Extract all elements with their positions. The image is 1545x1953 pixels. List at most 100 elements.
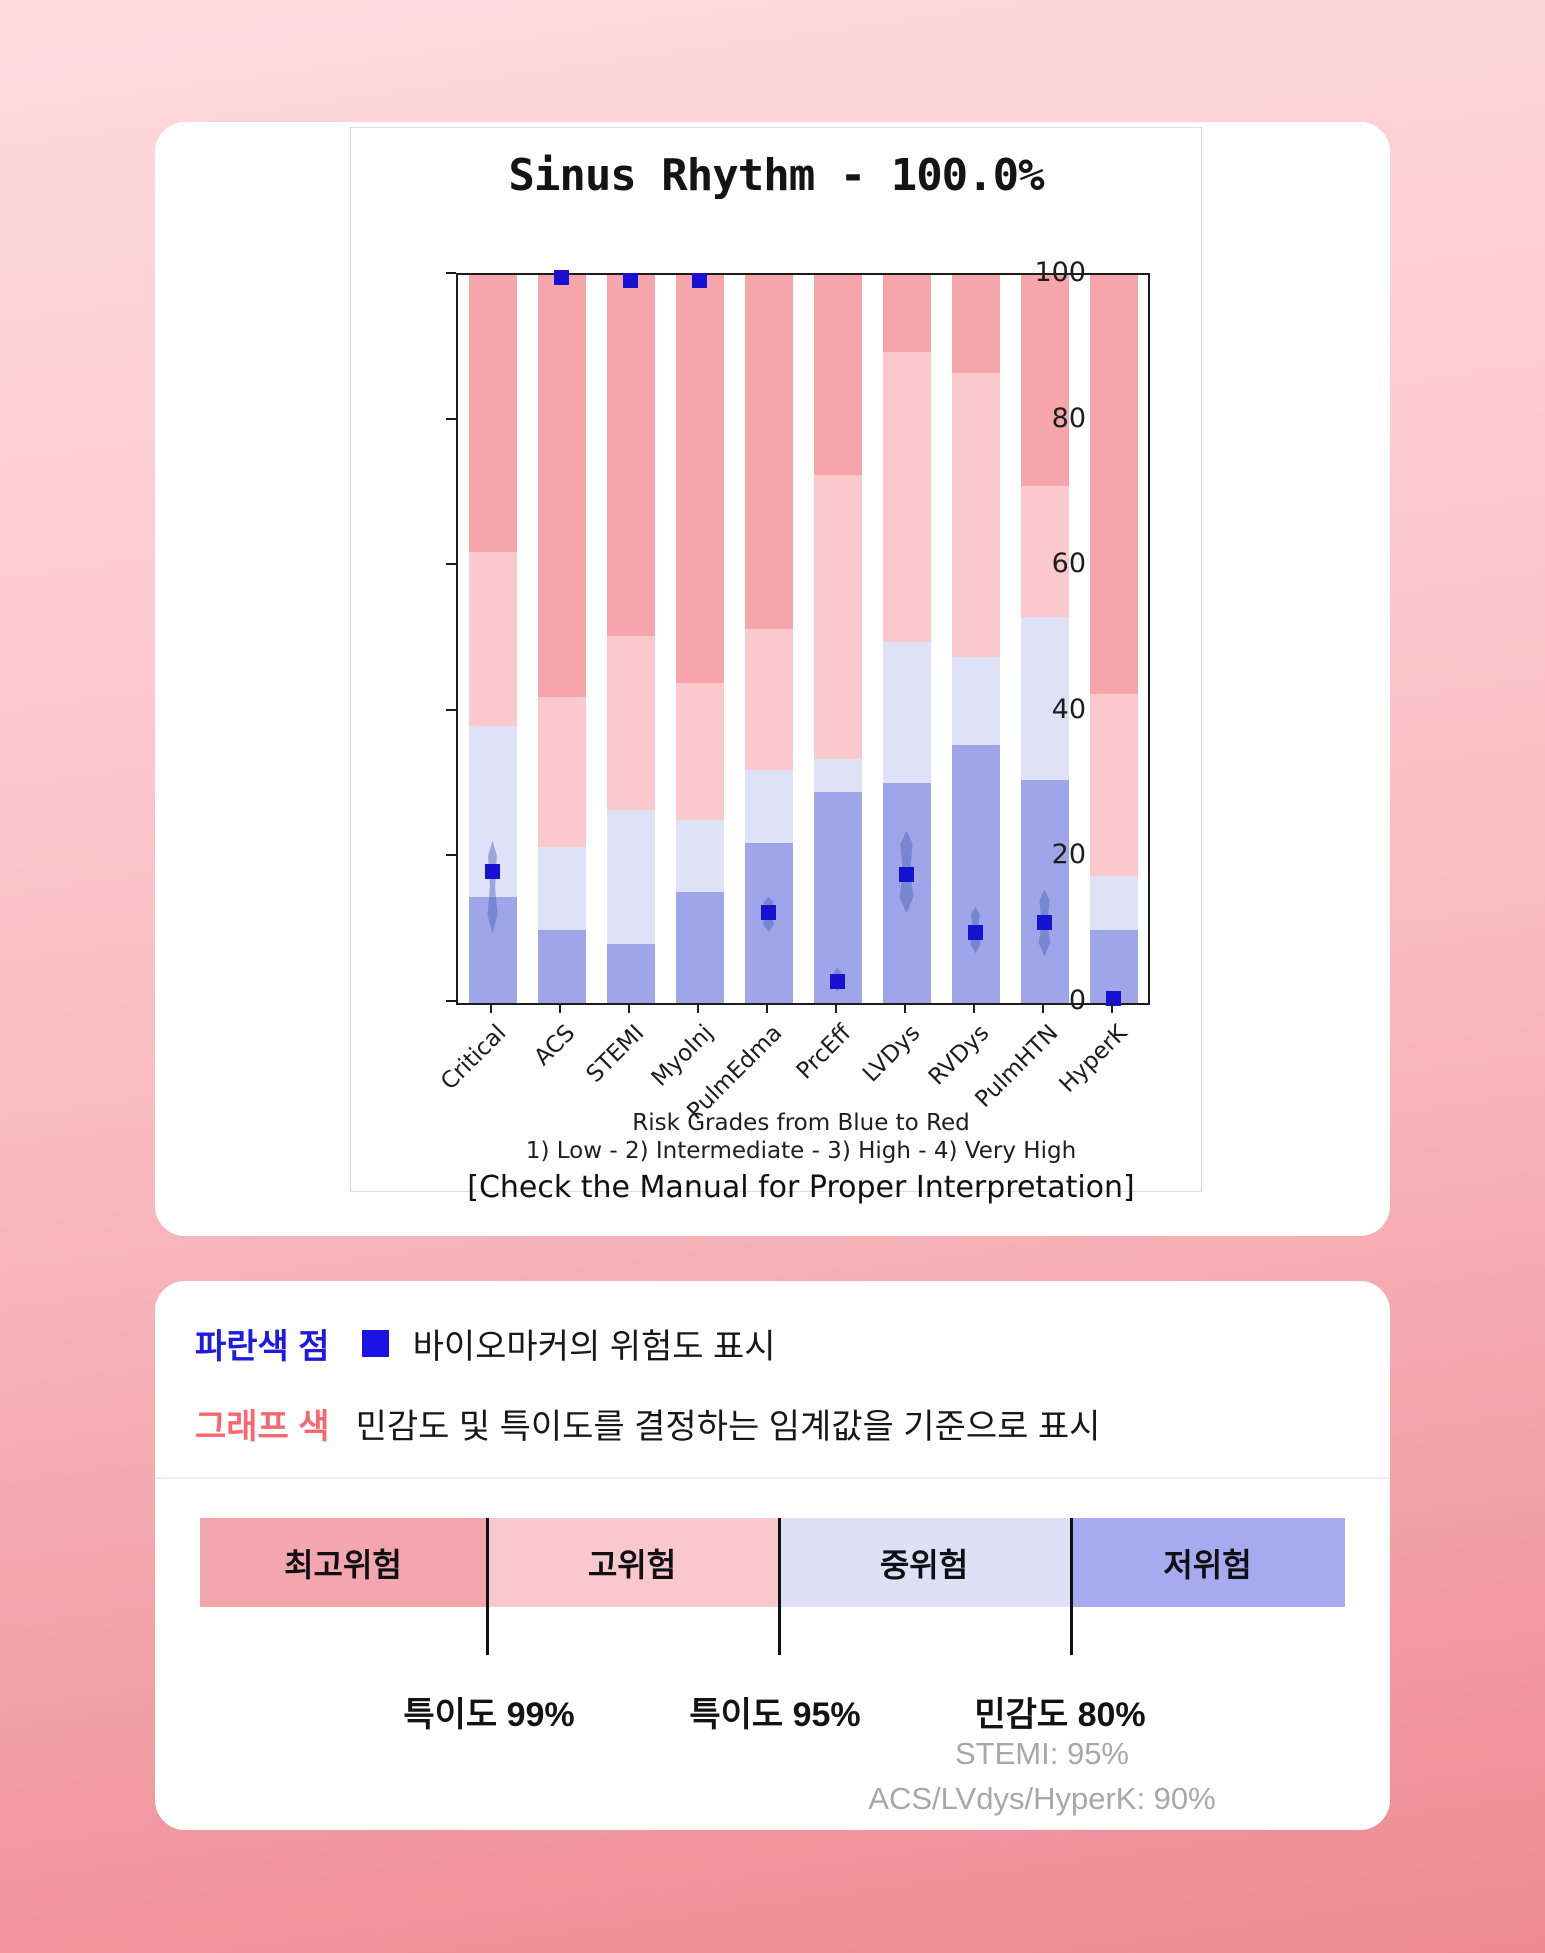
bar-segment — [813, 275, 862, 476]
risk-marker — [899, 867, 914, 883]
bar-segment — [537, 275, 586, 698]
risk-band-1: 최고위험 — [200, 1518, 486, 1607]
bar-group-hyperk — [1089, 275, 1138, 1007]
risk-marker — [1037, 915, 1052, 931]
graph-color-label: 그래프 색 — [195, 1407, 330, 1446]
bar-segment — [951, 275, 1000, 374]
bar-segment — [468, 551, 517, 727]
x-axis-tick-mark — [696, 1003, 699, 1013]
bar-group-pulmhtn — [1020, 275, 1069, 1003]
y-axis-tick-mark — [446, 708, 456, 711]
y-axis-tick-mark — [446, 854, 456, 857]
x-axis-tick-mark — [834, 1003, 837, 1013]
bar-segment — [744, 842, 793, 1003]
bar-segment — [813, 791, 862, 1003]
sensitivity-note: ACS/LVdys/HyperK: 90% — [868, 1781, 1216, 1816]
bar-group-lvdys — [882, 275, 931, 1003]
legend-card: 파란색 점 바이오마커의 위험도 표시 그래프 색 민감도 및 특이도를 결정하… — [155, 1281, 1390, 1830]
y-axis-tick-label: 0 — [1068, 985, 1086, 1016]
y-axis-tick-mark — [446, 272, 456, 274]
bar-segment — [537, 930, 586, 1003]
bar-segment — [606, 636, 655, 811]
legend-row-graph-color: 그래프 색 민감도 및 특이도를 결정하는 임계값을 기준으로 표시 — [195, 1401, 1101, 1446]
bar-segment — [537, 847, 586, 931]
plot-area — [456, 270, 1150, 1007]
chart-figure: Sinus Rhythm - 100.0% Risk Grades from B… — [350, 127, 1202, 1205]
risk-band-3: 중위험 — [778, 1518, 1070, 1607]
y-axis-tick-mark — [446, 1000, 456, 1002]
caption-manual-note: [Check the Manual for Proper Interpretat… — [467, 1170, 1135, 1205]
blue-square-icon — [361, 1329, 389, 1357]
risk-band-2: 고위험 — [486, 1518, 778, 1607]
bar-segment — [744, 628, 793, 771]
violin-overlay — [487, 840, 498, 934]
risk-marker — [554, 270, 569, 286]
threshold-divider — [486, 1518, 489, 1655]
bar-segment — [468, 896, 517, 1003]
bar-segment — [606, 810, 655, 945]
x-axis-tick-mark — [903, 1003, 906, 1013]
y-axis-tick-label: 60 — [1051, 548, 1086, 580]
bar-segment — [882, 352, 931, 642]
bar-segment — [1020, 779, 1069, 1003]
legend-color-bar: 최고위험 고위험 중위험 저위험 — [200, 1518, 1345, 1607]
threshold-divider — [1070, 1518, 1073, 1655]
legend-row-blue-dot: 파란색 점 바이오마커의 위험도 표시 — [195, 1321, 776, 1366]
y-axis-tick-label: 40 — [1051, 693, 1086, 725]
blue-dot-label: 파란색 점 — [195, 1327, 330, 1366]
bar-segment — [882, 275, 931, 353]
bar-segment — [1020, 275, 1069, 487]
bar-segment — [951, 373, 1000, 658]
bar-segment — [744, 275, 793, 629]
bar-group-prceff — [813, 275, 862, 1003]
risk-marker — [761, 905, 776, 921]
risk-marker — [485, 864, 500, 880]
bar-segment — [1089, 693, 1138, 876]
caption-grade-scale: 1) Low - 2) Intermediate - 3) High - 4) … — [525, 1138, 1077, 1164]
bar-group-rvdys — [951, 275, 1000, 1003]
risk-marker — [830, 973, 845, 989]
bar-segment — [606, 275, 655, 637]
x-axis-tick-mark — [972, 1003, 975, 1013]
blue-dot-description: 바이오마커의 위험도 표시 — [412, 1327, 776, 1366]
y-axis-tick-label: 100 — [1034, 257, 1086, 288]
x-axis-tick-mark — [1110, 1003, 1113, 1013]
bar-segment — [951, 744, 1000, 1003]
x-axis-tick-mark — [558, 1003, 561, 1013]
y-axis-tick-label: 20 — [1051, 839, 1086, 871]
bar-segment — [813, 759, 862, 792]
bar-segment — [468, 275, 517, 552]
bar-segment — [744, 770, 793, 843]
bar-segment — [675, 275, 724, 683]
sensitivity-note: STEMI: 95% — [955, 1736, 1129, 1771]
y-axis-tick-mark — [446, 417, 456, 420]
bar-segment — [675, 892, 724, 1003]
bar-segment — [1020, 617, 1069, 780]
bar-segment — [882, 641, 931, 784]
caption-risk-grades: Risk Grades from Blue to Red — [632, 1110, 970, 1136]
risk-marker — [968, 924, 983, 940]
bar-segment — [882, 783, 931, 1003]
bar-segment — [675, 820, 724, 893]
bar-segment — [1089, 275, 1138, 694]
x-axis-tick-mark — [765, 1003, 768, 1013]
chart-title: Sinus Rhythm - 100.0% — [508, 150, 1044, 201]
risk-band-4: 저위험 — [1070, 1518, 1345, 1607]
risk-marker — [1106, 991, 1121, 1007]
bar-group-myoinj — [675, 272, 724, 1003]
bar-group-stemi — [606, 273, 655, 1003]
bar-segment — [951, 657, 1000, 745]
y-axis-tick-label: 80 — [1051, 402, 1086, 434]
graph-color-description: 민감도 및 특이도를 결정하는 임계값을 기준으로 표시 — [355, 1407, 1101, 1446]
x-axis-tick-mark — [1041, 1003, 1044, 1013]
threshold-label: 특이도 95% — [689, 1696, 861, 1734]
risk-marker — [623, 273, 638, 289]
bar-segment — [813, 475, 862, 760]
bar-group-acs — [537, 270, 586, 1003]
bar-segment — [1020, 486, 1069, 618]
bar-group-critical — [468, 275, 517, 1003]
divider — [155, 1477, 1390, 1479]
x-axis-tick-mark — [489, 1003, 492, 1013]
bar-segment — [537, 697, 586, 848]
chart-card: Sinus Rhythm - 100.0% Risk Grades from B… — [155, 122, 1390, 1236]
